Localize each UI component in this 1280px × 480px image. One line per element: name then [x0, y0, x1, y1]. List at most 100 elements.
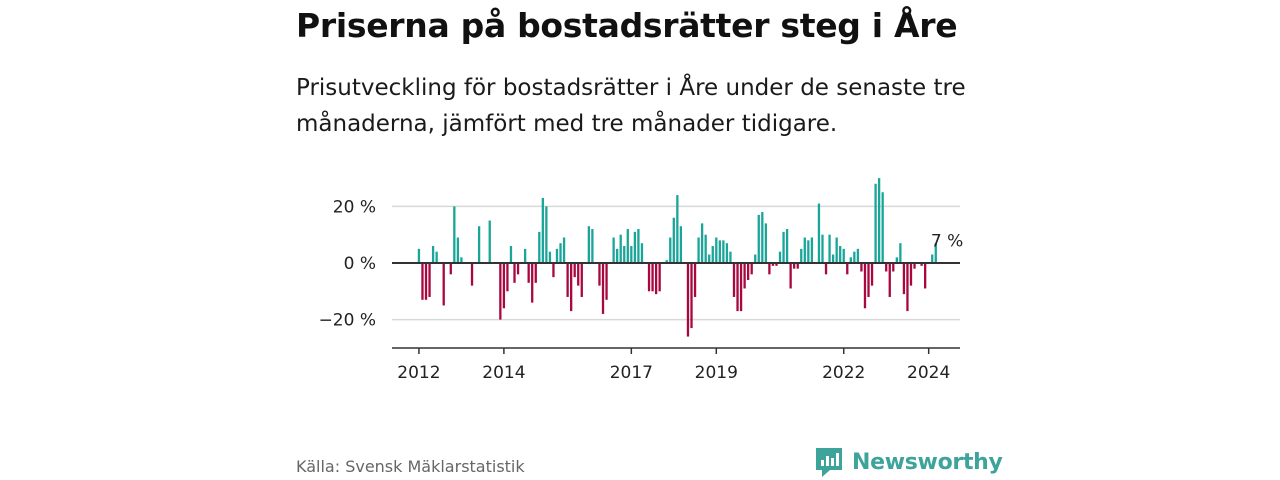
bar: [835, 237, 838, 263]
bar: [899, 243, 902, 263]
bar: [424, 263, 428, 300]
bar: [555, 248, 559, 263]
bar: [913, 263, 916, 269]
bar: [842, 248, 845, 263]
bar: [785, 229, 789, 263]
tick-labels: 20 % 0 % −20 % 2012 2014 2017 2019 2022 2024 7 %: [319, 197, 964, 383]
bar: [428, 263, 431, 297]
bar: [750, 263, 753, 275]
bar: [442, 263, 445, 306]
bar: [697, 237, 700, 263]
bar: [552, 263, 555, 278]
bar: [757, 214, 760, 263]
brand-logo: Newsworthy: [814, 446, 1003, 478]
bar: [902, 263, 906, 295]
bar: [828, 234, 831, 263]
bar: [456, 237, 460, 263]
bar: [803, 237, 806, 263]
bar: [541, 197, 544, 263]
bar: [616, 248, 619, 263]
bar: [800, 248, 803, 263]
bar: [570, 263, 573, 312]
brand-name: Newsworthy: [852, 449, 1003, 475]
bar: [775, 263, 778, 266]
bar: [559, 243, 562, 263]
page-title: Priserna på bostadsrätter steg i Åre: [296, 6, 958, 45]
gridlines: [392, 205, 960, 321]
bar: [679, 226, 683, 263]
bar: [453, 206, 456, 263]
bar: [782, 231, 785, 263]
bar: [732, 263, 736, 297]
bar: [580, 263, 583, 297]
last-value-label: 7 %: [931, 232, 963, 252]
bar: [856, 248, 860, 263]
bar: [633, 231, 637, 263]
bar: [672, 217, 675, 263]
bar: [764, 223, 767, 263]
bar: [548, 251, 552, 263]
page-subtitle: Prisutveckling för bostadsrätter i Åre u…: [296, 75, 966, 137]
bar: [778, 251, 782, 263]
bar: [531, 263, 534, 303]
bar: [630, 246, 633, 263]
bar: [817, 203, 821, 263]
bar: [831, 254, 835, 263]
bar: [807, 240, 810, 263]
bar: [743, 263, 746, 289]
bar: [502, 263, 506, 309]
axes: [392, 262, 960, 354]
bar: [821, 234, 824, 263]
bar: [729, 251, 732, 263]
x-tick-label: 2019: [695, 363, 738, 383]
bar: [860, 263, 863, 272]
bar: [470, 263, 474, 286]
bar: [934, 243, 937, 263]
bar: [849, 257, 852, 263]
bar: [527, 263, 530, 283]
bar: [722, 240, 725, 263]
bar: [669, 237, 672, 263]
bar: [768, 263, 771, 275]
bar: [747, 263, 750, 280]
bar: [715, 237, 718, 263]
bar: [700, 223, 704, 263]
bar: [654, 263, 658, 295]
y-tick-label: −20 %: [319, 311, 376, 331]
bar: [626, 229, 629, 263]
bar: [647, 263, 651, 292]
y-tick-label: 20 %: [333, 197, 376, 217]
bar: [591, 229, 594, 263]
bar: [874, 183, 877, 263]
bar: [867, 263, 870, 297]
bar: [658, 263, 661, 292]
bar-chart: 20 % 0 % −20 % 2012 2014 2017 2019 2022 2024 7 %: [319, 178, 964, 383]
bar: [577, 263, 580, 286]
bar: [506, 263, 509, 292]
x-tick-label: 2012: [397, 363, 440, 383]
bar: [421, 263, 424, 300]
bar: [460, 257, 463, 263]
bar: [924, 263, 927, 289]
bar: [538, 231, 541, 263]
bar: [637, 229, 640, 263]
bar: [920, 263, 923, 266]
bar: [499, 263, 502, 320]
bar: [708, 254, 711, 263]
bar: [877, 178, 881, 263]
bar: [725, 243, 729, 263]
bar: [676, 195, 679, 263]
x-tick-label: 2017: [610, 363, 653, 383]
bar: [640, 243, 644, 263]
bar: [824, 263, 828, 275]
bar: [690, 263, 693, 329]
bar: [888, 263, 891, 297]
bar: [665, 260, 668, 263]
bar: [870, 263, 874, 286]
bar: [545, 206, 548, 263]
bar: [693, 263, 697, 297]
bar: [435, 251, 438, 263]
bar: [573, 263, 576, 278]
bar: [488, 220, 491, 263]
bar: [509, 246, 513, 263]
